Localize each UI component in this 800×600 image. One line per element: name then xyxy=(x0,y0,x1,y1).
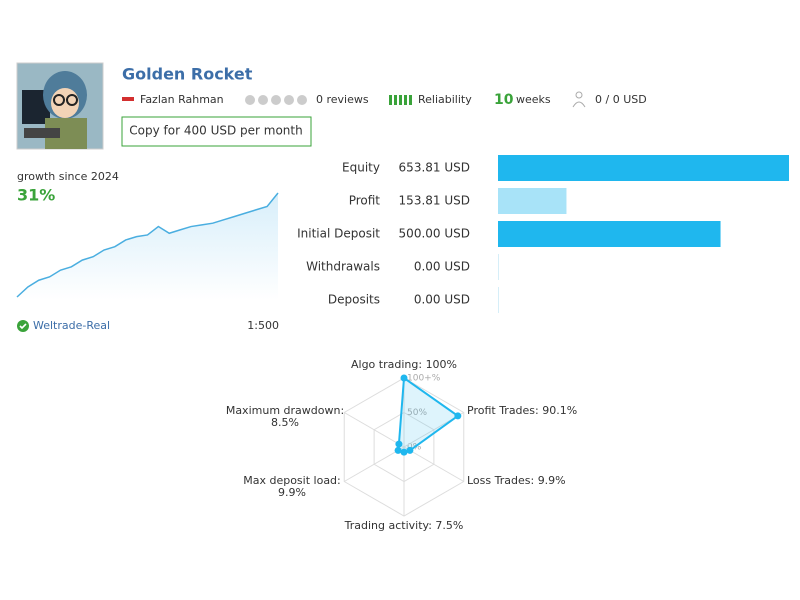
bar-label: Initial Deposit xyxy=(297,227,380,241)
radar-label: Maximum drawdown: 8.5% xyxy=(226,404,344,429)
reliability-icon xyxy=(389,95,412,105)
bar-value: 0.00 USD xyxy=(414,260,470,274)
growth-caption: growth since 2024 xyxy=(17,170,119,183)
bar xyxy=(498,155,789,181)
signal-title[interactable]: Golden Rocket xyxy=(122,65,253,84)
bar xyxy=(498,287,499,313)
radar-axis-value: 100% xyxy=(426,358,457,371)
radar-axis-name: Loss Trades: xyxy=(467,474,534,487)
copy-button[interactable] xyxy=(121,116,312,147)
radar-spoke xyxy=(403,446,465,482)
radar-point xyxy=(394,446,402,454)
broker[interactable]: Weltrade-Real xyxy=(33,319,110,332)
radar-point xyxy=(400,374,408,382)
bar-label: Deposits xyxy=(328,293,380,307)
radar-spoke xyxy=(343,412,405,448)
flag xyxy=(122,97,134,101)
bar-value: 653.81 USD xyxy=(399,161,470,175)
check xyxy=(19,323,27,330)
bar xyxy=(498,221,721,247)
growth-line xyxy=(16,192,279,298)
leverage: 1:500 xyxy=(247,319,279,332)
bar-value: 500.00 USD xyxy=(399,227,470,241)
reliability: Reliability xyxy=(418,93,472,106)
stars xyxy=(245,95,307,105)
radar-axis-value: 90.1% xyxy=(542,404,577,417)
radar-point xyxy=(395,440,403,448)
radar-axis-value: 8.5% xyxy=(271,416,299,429)
bar-label: Profit xyxy=(349,194,381,208)
radar-axis-name: Max deposit load: xyxy=(243,474,341,487)
radar-axis-name: Trading activity: xyxy=(344,519,432,532)
subscribers: 0 / 0 USD xyxy=(595,93,647,106)
avatar xyxy=(16,62,104,150)
radar-axis-name: Algo trading: xyxy=(351,358,422,371)
copy-button-label[interactable]: Copy for 400 USD per month xyxy=(129,124,302,138)
radar-tick-label: 100+% xyxy=(407,374,441,384)
author[interactable]: Fazlan Rahman xyxy=(140,93,224,106)
bar xyxy=(498,254,499,280)
radar-label: Algo trading: 100% xyxy=(351,358,457,371)
radar-label: Loss Trades: 9.9% xyxy=(467,474,566,487)
weeks-unit: weeks xyxy=(516,93,551,106)
growth-value: 31% xyxy=(17,186,55,205)
radar-point xyxy=(406,446,414,454)
radar-tick-label: 50% xyxy=(407,408,427,418)
radar-axis-name: Profit Trades: xyxy=(467,404,539,417)
bar xyxy=(498,188,567,214)
radar-point xyxy=(400,448,408,456)
radar-label: Profit Trades: 90.1% xyxy=(467,404,577,417)
bar-label: Equity xyxy=(342,161,380,175)
bar-value: 153.81 USD xyxy=(399,194,470,208)
radar-axis-value: 9.9% xyxy=(278,486,306,499)
radar-axis-name: Maximum drawdown: xyxy=(226,404,344,417)
radar-axis-value: 9.9% xyxy=(538,474,566,487)
bar-label: Withdrawals xyxy=(306,260,380,274)
radar-point xyxy=(454,412,462,420)
weeks-value: 10 xyxy=(494,92,514,108)
bar-value: 0.00 USD xyxy=(414,293,470,307)
subscribers-icon xyxy=(572,91,586,108)
radar-label: Max deposit load: 9.9% xyxy=(243,474,341,499)
radar-area xyxy=(396,376,460,454)
radar-spoke xyxy=(343,446,405,482)
radar-label: Trading activity: 7.5% xyxy=(344,519,464,532)
radar-axis-value: 7.5% xyxy=(435,519,463,532)
growth-area xyxy=(17,193,278,300)
reviews[interactable]: 0 reviews xyxy=(316,93,369,106)
